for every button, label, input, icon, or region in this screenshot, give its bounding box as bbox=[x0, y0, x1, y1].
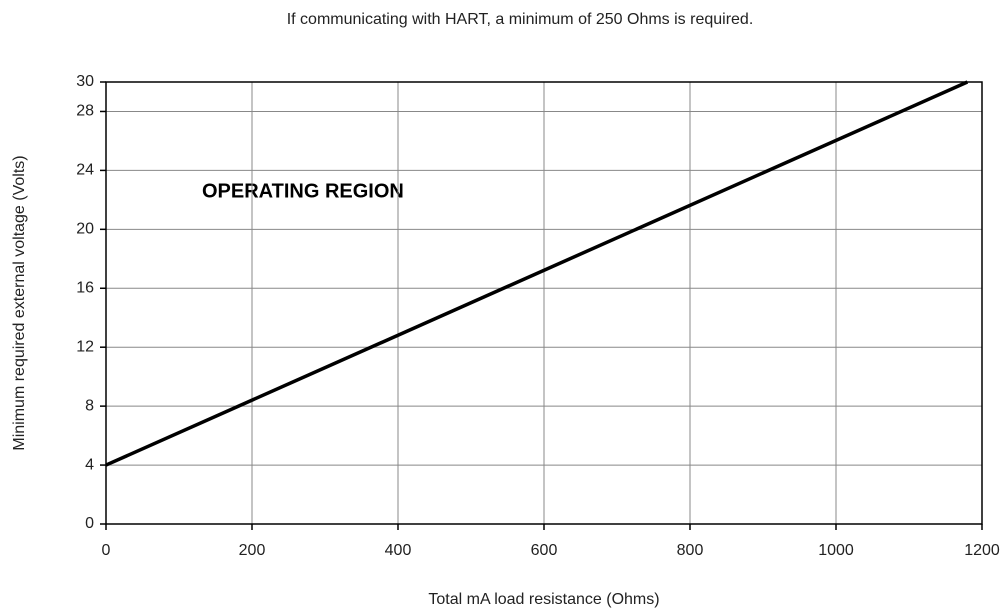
y-axis-label: Minimum required external voltage (Volts… bbox=[11, 155, 28, 450]
data-line bbox=[105, 80, 969, 467]
chart-title: If communicating with HART, a minimum of… bbox=[287, 11, 754, 28]
y-tick-label: 20 bbox=[76, 221, 94, 238]
x-tick-label: 400 bbox=[385, 542, 412, 559]
y-tick-label: 28 bbox=[76, 103, 94, 120]
x-tick-label: 200 bbox=[239, 542, 266, 559]
x-tick-label: 600 bbox=[531, 542, 558, 559]
plot-frame bbox=[105, 81, 983, 525]
y-tick-label: 12 bbox=[76, 338, 94, 355]
x-tick-label: 800 bbox=[677, 542, 704, 559]
x-tick-label: 1200 bbox=[964, 542, 1000, 559]
y-tick-label: 4 bbox=[85, 456, 94, 473]
x-tick-label: 1000 bbox=[818, 542, 854, 559]
y-tick-label: 0 bbox=[85, 515, 94, 532]
x-tick-label: 0 bbox=[102, 542, 111, 559]
annotation: OPERATING REGION bbox=[202, 180, 404, 202]
y-tick-label: 30 bbox=[76, 73, 94, 90]
y-tick-label: 16 bbox=[76, 279, 94, 296]
x-axis-label: Total mA load resistance (Ohms) bbox=[428, 591, 659, 608]
y-tick-label: 24 bbox=[76, 162, 94, 179]
y-tick-label: 8 bbox=[85, 397, 94, 414]
